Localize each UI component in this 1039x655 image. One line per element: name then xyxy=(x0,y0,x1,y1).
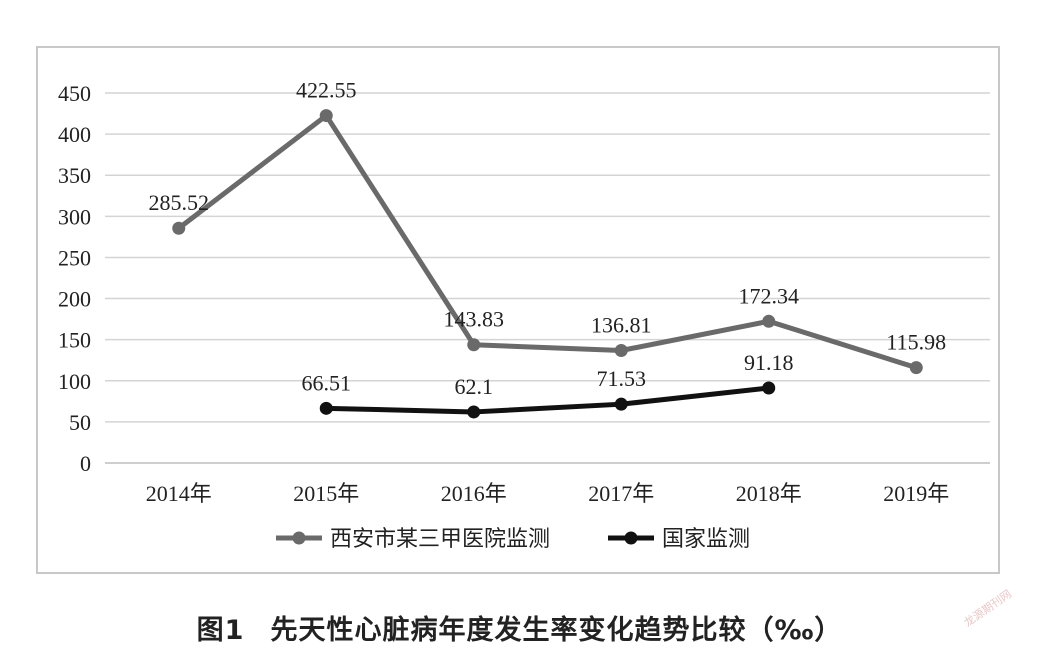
x-tick-label: 2015年 xyxy=(293,481,359,506)
y-tick-label: 200 xyxy=(58,287,91,312)
series-line xyxy=(177,113,917,371)
legend-label: 西安市某三甲医院监测 xyxy=(330,526,550,551)
chart-frame: 0 50 100 150 200 250 300 350 400 450 2014年 2015年 20… xyxy=(36,46,1000,574)
line-chart: 0 50 100 150 200 250 300 350 400 450 2014年 2015年 20… xyxy=(58,78,990,551)
data-point xyxy=(319,109,333,123)
data-label: 115.98 xyxy=(886,330,946,355)
data-label: 71.53 xyxy=(597,366,647,391)
x-tick-label: 2016年 xyxy=(441,481,507,506)
data-label: 62.1 xyxy=(455,374,494,399)
y-tick-label: 350 xyxy=(58,163,91,188)
legend-marker xyxy=(292,531,306,545)
y-tick-label: 50 xyxy=(69,410,91,435)
y-tick-label: 150 xyxy=(58,328,91,353)
data-label: 136.81 xyxy=(591,313,652,338)
data-point xyxy=(909,361,923,375)
series-line xyxy=(326,385,770,415)
y-tick-label: 100 xyxy=(58,369,91,394)
data-point xyxy=(762,381,776,395)
data-point xyxy=(172,221,186,235)
y-tick-label: 250 xyxy=(58,245,91,270)
data-label: 285.52 xyxy=(149,190,210,215)
data-point xyxy=(467,338,481,352)
figure-number: 图1 xyxy=(196,615,245,646)
x-tick-label: 2017年 xyxy=(588,481,654,506)
data-point xyxy=(614,397,628,411)
y-tick-label: 450 xyxy=(58,81,91,106)
y-tick-label: 0 xyxy=(80,451,91,476)
x-tick-label: 2019年 xyxy=(883,481,949,506)
legend-label: 国家监测 xyxy=(662,526,750,551)
figure-caption: 图1 先天性心脏病年度发生率变化趋势比较（‰） xyxy=(0,608,1039,647)
data-label: 172.34 xyxy=(739,283,800,308)
data-label: 143.83 xyxy=(444,307,505,332)
y-tick-label: 400 xyxy=(58,122,91,147)
data-label: 91.18 xyxy=(744,350,794,375)
y-tick-label: 300 xyxy=(58,204,91,229)
data-point xyxy=(614,344,628,358)
x-tick-label: 2014年 xyxy=(146,481,212,506)
data-label: 66.51 xyxy=(302,370,352,395)
data-point xyxy=(762,314,776,328)
data-point xyxy=(467,405,481,419)
data-point xyxy=(319,401,333,415)
legend-marker xyxy=(624,531,638,545)
figure-title: 先天性心脏病年度发生率变化趋势比较（‰） xyxy=(270,615,843,646)
x-tick-label: 2018年 xyxy=(736,481,802,506)
data-label: 422.55 xyxy=(296,78,357,103)
